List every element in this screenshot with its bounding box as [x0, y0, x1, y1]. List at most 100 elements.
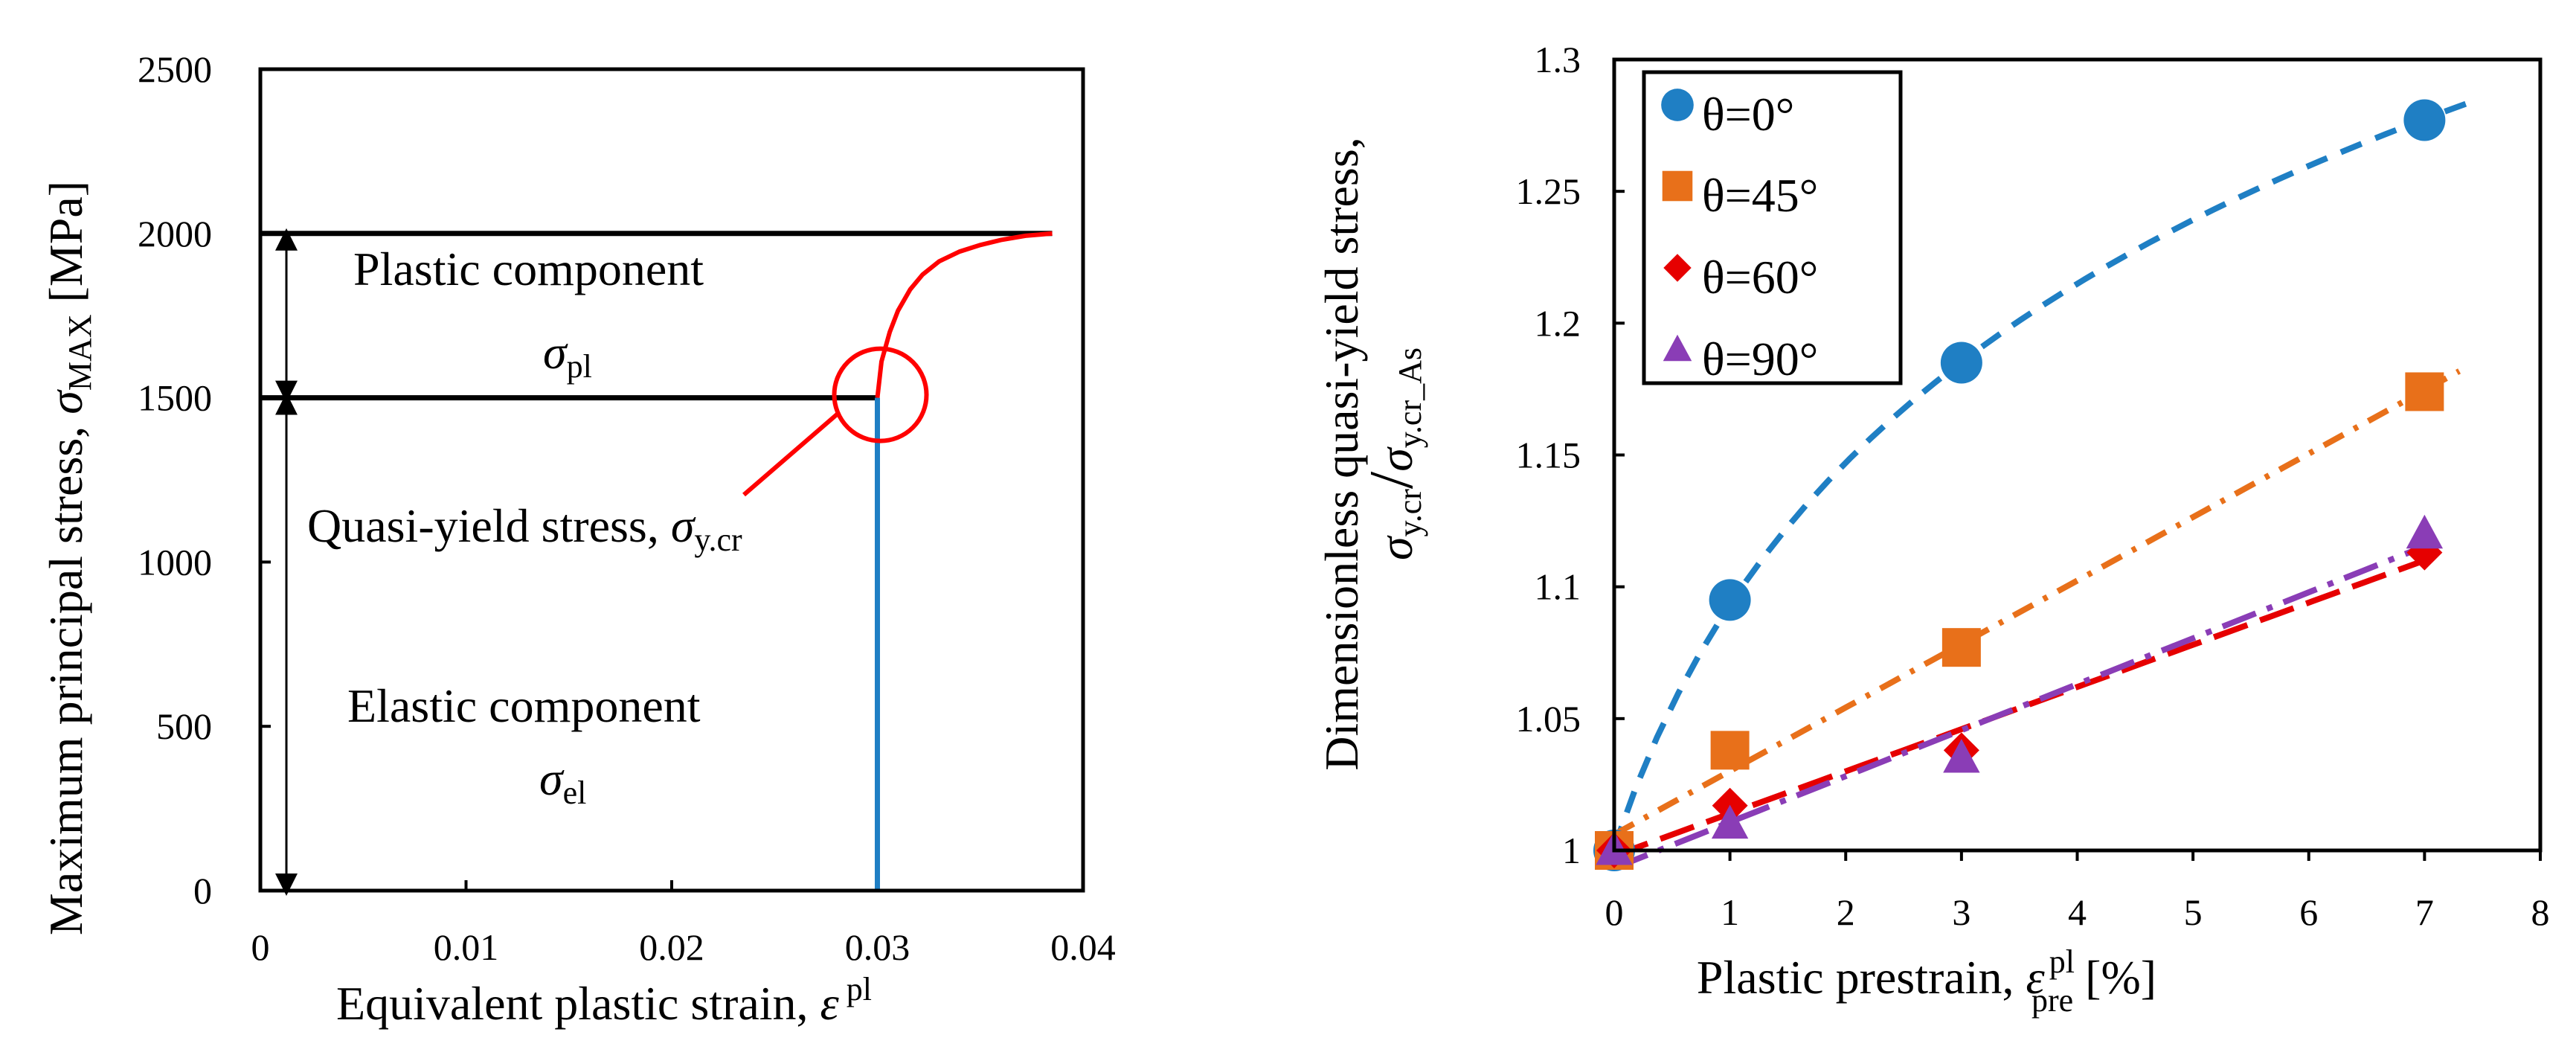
elastic-sigma-sub: el	[563, 775, 587, 811]
left-y-tick-label: 0	[193, 870, 212, 911]
left-y-tick-label: 1000	[138, 541, 212, 583]
right-y-tick-label: 1	[1562, 830, 1581, 871]
right-x-axis-sub: pre	[2031, 982, 2073, 1019]
right-y-tick-label: 1.3	[1535, 39, 1581, 80]
left-y-tick-label: 500	[156, 705, 212, 747]
stress-strain-curve	[875, 231, 1053, 398]
left-x-tick-label: 0.04	[1050, 926, 1116, 968]
right-y-axis-den: σ	[1369, 446, 1422, 472]
right-y-axis-slash: /	[1357, 471, 1426, 489]
data-point-triangle	[2406, 514, 2444, 549]
right-y-axis-line1: Dimensionless quasi-yield stress,	[1315, 137, 1368, 770]
data-point-square	[2405, 372, 2444, 411]
left-y-tick-label: 2000	[138, 213, 212, 254]
left-y-axis-sigma: σ	[39, 389, 92, 414]
legend-label: θ=90°	[1702, 333, 1818, 385]
legend-marker-triangle	[1663, 334, 1692, 362]
right-data-points	[1593, 99, 2446, 871]
yield-callout-line	[742, 412, 839, 497]
fit-line-triangle	[1613, 539, 2438, 871]
quasi-yield-sub: y.cr	[694, 522, 742, 558]
left-x-tick-labels: 0 0.01 0.02 0.03 0.04	[251, 926, 1116, 968]
left-y-axis-label-text: Maximum principal stress,	[39, 414, 92, 935]
right-y-tick-label: 1.05	[1516, 698, 1581, 740]
legend-marker-circle	[1661, 89, 1694, 121]
data-point-triangle	[1943, 738, 1980, 773]
right-y-axis-den-sub: y.cr_As	[1392, 347, 1428, 448]
legend-label: θ=0°	[1702, 88, 1794, 141]
plastic-sigma-sub: pl	[567, 348, 592, 385]
right-y-axis-label: Dimensionless quasi-yield stress, σy.cr/…	[1315, 137, 1428, 770]
right-y-axis-num: σ	[1369, 535, 1422, 560]
data-point-circle	[1709, 579, 1751, 621]
legend-marker-diamond	[1663, 254, 1692, 282]
right-x-axis-label: Plastic prestrain, ε pl pre [%]	[1697, 943, 2156, 1019]
fit-line-square	[1613, 368, 2461, 838]
data-point-square	[1941, 628, 1981, 667]
right-plot-frame	[1612, 57, 2543, 853]
right-y-axis-num-sub: y.cr	[1392, 489, 1428, 537]
plastic-component-label: Plastic component	[353, 243, 704, 295]
right-x-tick-label: 0	[1605, 891, 1624, 933]
right-x-axis-sup: pl	[2049, 943, 2075, 980]
right-x-tick-label: 7	[2415, 891, 2434, 933]
left-x-tick-label: 0	[251, 926, 270, 968]
right-x-axis-label-text: Plastic prestrain,	[1697, 951, 2026, 1004]
left-x-axis-label: Equivalent plastic strain, ε pl	[336, 971, 872, 1030]
elastic-sigma-label: σel	[539, 752, 586, 811]
left-y-axis-unit: [MPa]	[39, 181, 92, 315]
data-point-square	[1710, 731, 1750, 770]
left-x-tick-label: 0.03	[845, 926, 910, 968]
right-x-axis-unit: [%]	[2073, 951, 2156, 1004]
left-x-axis-eps: ε	[820, 977, 840, 1030]
fit-line-circle	[1611, 99, 2472, 849]
right-y-tick-labels: 1 1.05 1.1 1.15 1.2 1.25 1.3	[1516, 39, 1581, 871]
left-y-tick-label: 1500	[138, 377, 212, 419]
left-y-tick-label: 2500	[138, 48, 212, 90]
right-x-tick-label: 6	[2299, 891, 2318, 933]
data-point-circle	[1940, 342, 1982, 384]
legend: θ=0° θ=45° θ=60° θ=90°	[1642, 70, 1903, 385]
data-point-circle	[2403, 99, 2446, 141]
right-x-tick-label: 1	[1721, 891, 1739, 933]
left-tick-marks	[259, 68, 1085, 892]
legend-box	[1642, 70, 1903, 385]
yield-point-circle	[832, 346, 929, 443]
right-x-axis-eps: ε	[2026, 951, 2045, 1004]
data-point-triangle	[1711, 804, 1749, 839]
elastic-component-label: Elastic component	[347, 679, 701, 732]
right-x-tick-label: 2	[1837, 891, 1855, 933]
left-x-axis-sup: pl	[847, 971, 872, 1007]
right-y-tick-label: 1.25	[1516, 170, 1581, 212]
left-y-axis-label: Maximum principal stress, σMAX [MPa]	[39, 181, 98, 935]
left-chart: 0 500 1000 1500 2000 2500 0 0.01 0.02 0.03 0.04 P…	[39, 48, 1116, 1030]
left-y-tick-labels: 0 500 1000 1500 2000 2500	[138, 48, 212, 911]
plastic-sigma-label: σpl	[543, 326, 592, 385]
right-y-tick-label: 1.15	[1516, 435, 1581, 476]
left-series	[742, 231, 1053, 497]
legend-label: θ=45°	[1702, 169, 1818, 222]
right-x-tick-label: 8	[2531, 891, 2550, 933]
left-reference-lines	[260, 228, 1053, 896]
left-y-axis-sub: MAX	[62, 314, 98, 391]
left-x-axis-label-text: Equivalent plastic strain,	[336, 977, 820, 1030]
left-x-tick-label: 0.02	[639, 926, 704, 968]
quasi-yield-text: Quasi-yield stress,	[307, 499, 671, 552]
quasi-yield-sigma: σ	[671, 499, 696, 552]
legend-label: θ=60°	[1702, 251, 1818, 304]
elastic-sigma-symbol: σ	[539, 752, 565, 805]
right-x-tick-label: 5	[2184, 891, 2203, 933]
right-x-tick-labels: 0 1 2 3 4 5 6 7 8	[1605, 891, 2550, 933]
right-y-tick-label: 1.2	[1535, 302, 1581, 344]
right-y-tick-label: 1.1	[1535, 566, 1581, 608]
right-fit-lines	[1611, 99, 2472, 871]
right-y-axis-line2: σy.cr/σy.cr_As	[1357, 347, 1428, 560]
left-plot-frame	[258, 67, 1085, 893]
right-x-tick-label: 4	[2068, 891, 2087, 933]
right-x-tick-label: 3	[1952, 891, 1970, 933]
plastic-sigma-symbol: σ	[543, 326, 568, 379]
left-x-tick-label: 0.01	[434, 926, 499, 968]
quasi-yield-label: Quasi-yield stress, σy.cr	[307, 499, 742, 558]
